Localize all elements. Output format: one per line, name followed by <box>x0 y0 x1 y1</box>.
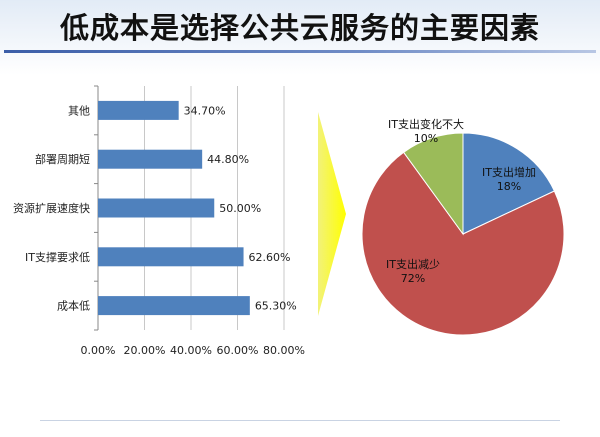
category-label: 部署周期短 <box>35 152 90 166</box>
transition-arrow <box>318 112 346 316</box>
slice-label: IT支出减少 <box>386 257 440 271</box>
category-label: 成本低 <box>57 299 90 313</box>
data-label: 50.00% <box>219 202 261 215</box>
data-label: 62.60% <box>249 251 291 264</box>
bar <box>98 100 179 120</box>
slice-label: IT支出增加 <box>482 165 536 179</box>
bar-chart: 0.00% 20.00% 40.00% 60.00% 80.00% 其他 34.70% 部署周… <box>13 85 305 357</box>
data-label: 65.30% <box>255 300 297 313</box>
slide-title: 低成本是选择公共云服务的主要因素 <box>59 11 540 45</box>
bar <box>98 296 250 316</box>
slice-percent: 10% <box>414 132 438 145</box>
footer-divider <box>40 420 560 421</box>
x-tick-label: 20.00% <box>124 344 166 357</box>
pie-slice <box>462 132 556 235</box>
data-label: 34.70% <box>184 104 226 117</box>
pie-slice <box>361 151 565 336</box>
bar <box>98 149 203 169</box>
category-label: IT支撑要求低 <box>25 250 90 264</box>
slice-percent: 18% <box>497 180 521 193</box>
slice-label: IT支出变化不大 <box>388 117 464 131</box>
pie-slice <box>402 132 464 236</box>
x-tick-label: 60.00% <box>217 344 259 357</box>
data-label: 44.80% <box>207 153 249 166</box>
x-tick-label: 0.00% <box>81 344 116 357</box>
bar <box>98 247 244 267</box>
category-label: 其他 <box>68 104 90 117</box>
x-tick-label: 40.00% <box>170 344 212 357</box>
slice-percent: 72% <box>401 272 425 285</box>
category-label: 资源扩展速度快 <box>13 201 90 215</box>
title-underline <box>4 50 596 53</box>
x-tick-label: 80.00% <box>263 344 305 357</box>
bar <box>98 198 215 218</box>
